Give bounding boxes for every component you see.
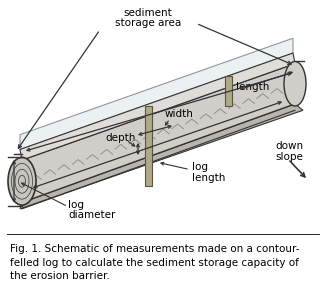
Text: Fig. 1. Schematic of measurements made on a contour-
felled log to calculate the: Fig. 1. Schematic of measurements made o… — [10, 244, 299, 281]
Ellipse shape — [8, 157, 36, 205]
Text: down: down — [275, 141, 303, 151]
Text: diameter: diameter — [68, 210, 115, 220]
Bar — [145, 106, 152, 185]
Text: width: width — [165, 109, 194, 120]
Bar — [225, 76, 232, 106]
Text: length: length — [192, 173, 225, 183]
Polygon shape — [20, 38, 293, 150]
Ellipse shape — [284, 62, 306, 106]
Polygon shape — [20, 104, 303, 209]
Text: slope: slope — [275, 152, 303, 162]
Text: depth: depth — [105, 133, 135, 143]
Text: log: log — [192, 162, 208, 173]
Text: sediment: sediment — [124, 8, 172, 18]
Text: length: length — [236, 82, 269, 92]
Polygon shape — [22, 64, 295, 202]
Text: log: log — [68, 200, 84, 210]
Text: storage area: storage area — [115, 18, 181, 28]
Polygon shape — [20, 53, 295, 160]
